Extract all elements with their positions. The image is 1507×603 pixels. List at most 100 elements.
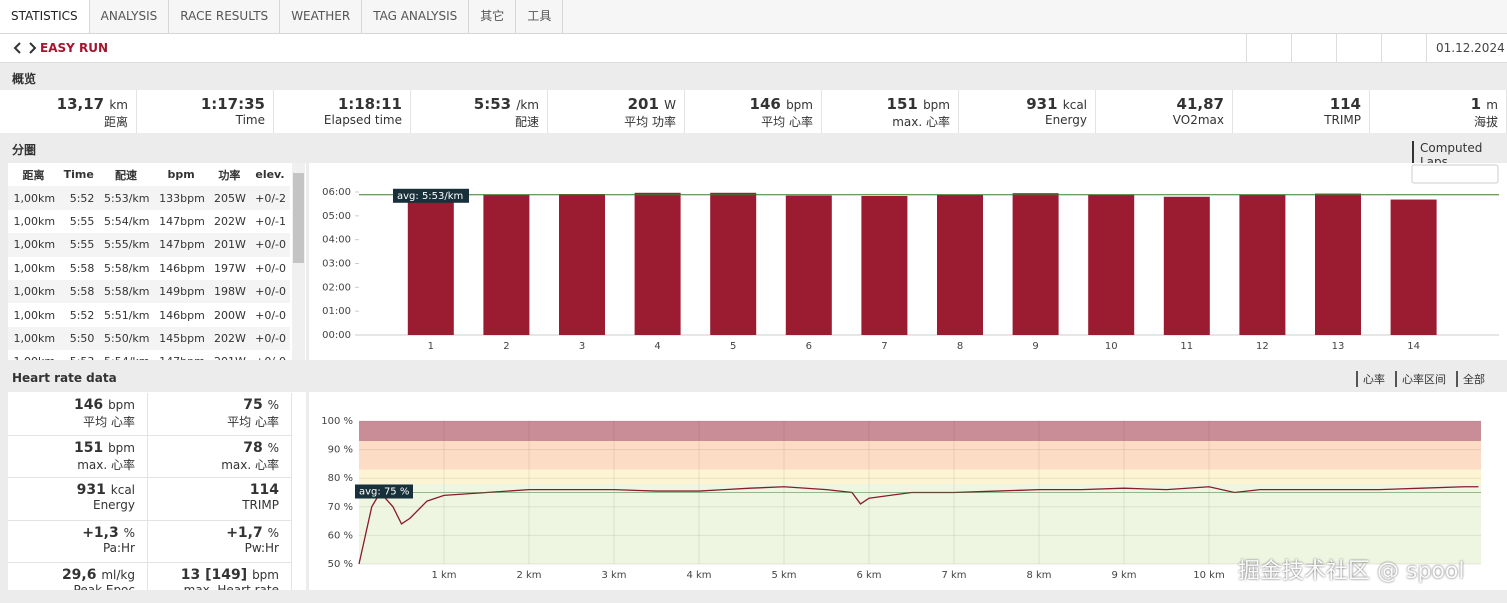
y-tick-label: 02:00: [322, 282, 351, 293]
stat-cell: 1:18:11 Elapsed time: [274, 90, 411, 133]
stat-number: 146: [73, 397, 104, 413]
lap-cell: +0/-0: [255, 261, 286, 275]
x-tick-label: 4 km: [686, 570, 711, 581]
tab[interactable]: WEATHER: [280, 0, 363, 33]
bar: [407, 194, 454, 335]
settings-button[interactable]: [1381, 34, 1427, 62]
lap-cell: 1,00km: [8, 279, 60, 304]
stat-number: 1:18:11: [337, 95, 402, 113]
stat-value: 151 bpm: [822, 95, 950, 113]
stat-label: 距离: [103, 115, 128, 129]
y-tick-label: 70 %: [328, 502, 353, 513]
scroll-thumb[interactable]: [293, 173, 304, 263]
stat-label: 平均 心率: [227, 415, 279, 429]
hr-zone: [359, 441, 1481, 470]
stat-cell: 151 bpm max. 心率: [822, 90, 959, 133]
stat-number: 5:53: [473, 95, 512, 113]
chart-tools[interactable]: [1411, 164, 1499, 184]
hr-stat-cell: +1,3 % Pa:Hr: [8, 520, 148, 563]
x-tick-label: 13: [1332, 341, 1345, 352]
section-title: 概览: [12, 72, 37, 86]
stat-cell: 13,17 km 距离: [0, 90, 137, 133]
x-tick-label: 8 km: [1026, 570, 1051, 581]
stat-value: 41,87: [1096, 95, 1224, 113]
x-tick-label: 7: [881, 341, 887, 352]
hr-stat-cell: 78 % max. 心率: [148, 435, 292, 478]
lap-cell: 5:55: [69, 214, 95, 228]
bar: [1239, 194, 1286, 335]
tab[interactable]: 工具: [516, 0, 564, 33]
lap-cell: +0/-0: [249, 233, 290, 257]
header-row: 距离 Time 配速 bpm 功率 elev.: [8, 163, 290, 186]
lap-cell: 5:58/km: [104, 261, 150, 275]
stat-label: Time: [235, 113, 265, 127]
title-bar: EASY RUN 01.12.2024: [0, 34, 1507, 63]
stat-value: 146 bpm: [685, 95, 813, 113]
tab[interactable]: 其它: [469, 0, 517, 33]
stat-label: Pw:Hr: [244, 540, 279, 555]
lap-cell: 197W: [214, 261, 246, 275]
column-header: 功率: [218, 168, 241, 182]
stat-unit: ml/kg: [101, 568, 135, 582]
scrollbar[interactable]: [292, 163, 305, 360]
activity-title: EASY RUN: [40, 41, 109, 55]
lap-cell: 5:53: [59, 350, 98, 360]
hr-zone: [359, 483, 1481, 564]
nav-arrows[interactable]: [12, 42, 38, 54]
tab[interactable]: STATISTICS: [0, 0, 90, 33]
stat-number: +1,3: [82, 524, 119, 541]
section-title: Heart rate data: [12, 371, 117, 385]
x-tick-label: 3 km: [601, 570, 626, 581]
section-title: 分圏: [12, 143, 37, 157]
lap-cell: 5:51/km: [104, 308, 150, 322]
lap-cell: +0/-0: [250, 350, 290, 360]
average-label-bg: [355, 484, 413, 499]
x-tick-label: 12: [1256, 341, 1269, 352]
stat-value: 1:17:35: [137, 95, 265, 113]
stat-number: 13,17: [56, 95, 105, 113]
column-header: Time: [63, 168, 94, 182]
column-header: 距离: [22, 168, 45, 182]
y-tick-label: 50 %: [328, 559, 353, 570]
tab[interactable]: ANALYSIS: [90, 0, 170, 33]
stat-number: 146: [749, 95, 781, 113]
hr-menu-item[interactable]: 心率: [1356, 371, 1385, 387]
hr-stat-cell: 75 % 平均 心率: [148, 393, 292, 436]
lap-cell: +0/-0: [255, 308, 286, 322]
lap-cell: 145bpm: [153, 326, 209, 351]
hr-chart: 50 % 60 % 70 % 80 % 90 % 100 % 1 km 2 km 3 km 4 k…: [309, 392, 1507, 590]
average-label: avg: 75 %: [359, 487, 409, 498]
stat-value: 1 m: [1370, 95, 1498, 113]
lap-cell: 5:52: [59, 186, 99, 210]
hr-zone: [359, 469, 1481, 484]
lap-cell: 147bpm: [153, 233, 209, 257]
share-button[interactable]: [1246, 34, 1291, 62]
stat-number: 114: [1329, 95, 1361, 113]
tools-button[interactable]: [1336, 34, 1381, 62]
y-tick-label: 06:00: [322, 187, 351, 198]
stat-value: 75 %: [148, 397, 279, 413]
stat-label: TRIMP: [1324, 113, 1361, 127]
tab[interactable]: TAG ANALYSIS: [362, 0, 470, 33]
hr-menu-item[interactable]: 心率区间: [1395, 371, 1446, 387]
download-button[interactable]: [1291, 34, 1336, 62]
stat-unit: %: [123, 525, 135, 540]
tab[interactable]: RACE RESULTS: [169, 0, 281, 33]
watermark: 掘金技术社区 @ spool: [1238, 559, 1465, 584]
stat-number: 13 [149]: [180, 567, 248, 583]
hr-menu-item[interactable]: 全部: [1456, 371, 1485, 387]
stat-number: 75: [243, 397, 263, 413]
stat-value: 29,6 ml/kg: [8, 567, 135, 583]
x-tick-label: 10 km: [1193, 570, 1224, 581]
lap-cell: 5:54/km: [98, 350, 153, 360]
lap-row: 1,00km 5:55 5:55/km 147bpm 201W +0/-0: [8, 233, 290, 257]
laps-table: 距离 Time 配速 bpm 功率 elev. 1,00km 5:52 5:53/km 133bp…: [8, 163, 290, 360]
lap-cell: +0/-1: [255, 214, 286, 228]
bar: [1390, 199, 1437, 335]
lap-row: 1,00km 5:52 5:53/km 133bpm 205W +0/-2: [8, 186, 290, 210]
lap-cell: 147bpm: [154, 350, 209, 360]
stat-unit: kcal: [1062, 98, 1087, 112]
lap-cell: +0/-0: [249, 279, 290, 304]
stat-number: 1: [1470, 95, 1482, 113]
